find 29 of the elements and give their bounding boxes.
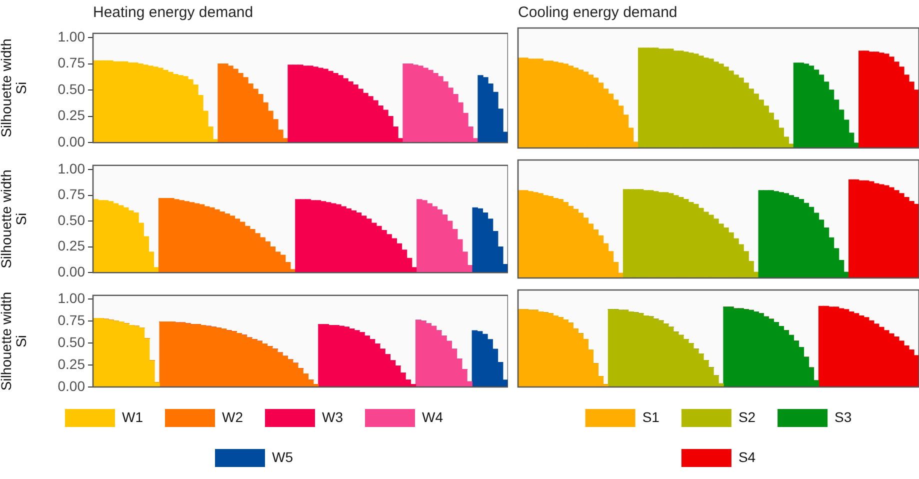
y-tick-label: 0.00	[58, 378, 86, 394]
legend-label: W2	[222, 408, 244, 425]
y-tick-label: 1.00	[58, 28, 86, 44]
y-tick-label: 0.25	[58, 107, 86, 124]
y-tick-label: 0.50	[58, 212, 86, 228]
y-tick-label: 0.75	[58, 54, 86, 71]
y-tick-label: 1.00	[58, 290, 86, 306]
legend-label: S3	[834, 408, 852, 425]
y-tick-label: 0.50	[58, 80, 86, 97]
y-tick-label: 0.50	[58, 334, 86, 350]
legend-label: W1	[122, 408, 144, 425]
y-tick-label: 0.75	[58, 186, 86, 202]
legend-label: W4	[422, 408, 444, 425]
legend-label: S1	[642, 408, 660, 425]
y-tick-label: 0.75	[58, 312, 86, 328]
y-axis-title: Silhouette width Si	[0, 292, 29, 391]
y-axis-title: Silhouette width Si	[0, 38, 29, 138]
y-tick-label: 0.25	[58, 238, 86, 254]
legend-label: S2	[738, 408, 756, 425]
chart-title: Heating energy demand	[93, 4, 254, 21]
y-tick-label: 0.00	[58, 263, 86, 280]
y-tick-label: 0.00	[58, 133, 86, 150]
y-tick-label: 0.25	[58, 356, 86, 372]
legend-label: W3	[322, 408, 344, 425]
chart-title: Cooling energy demand	[518, 4, 678, 21]
y-tick-label: 1.00	[58, 160, 86, 176]
legend-label: W5	[272, 448, 294, 465]
legend-label: S4	[738, 448, 756, 465]
y-axis-title: Silhouette width Si	[0, 170, 29, 268]
